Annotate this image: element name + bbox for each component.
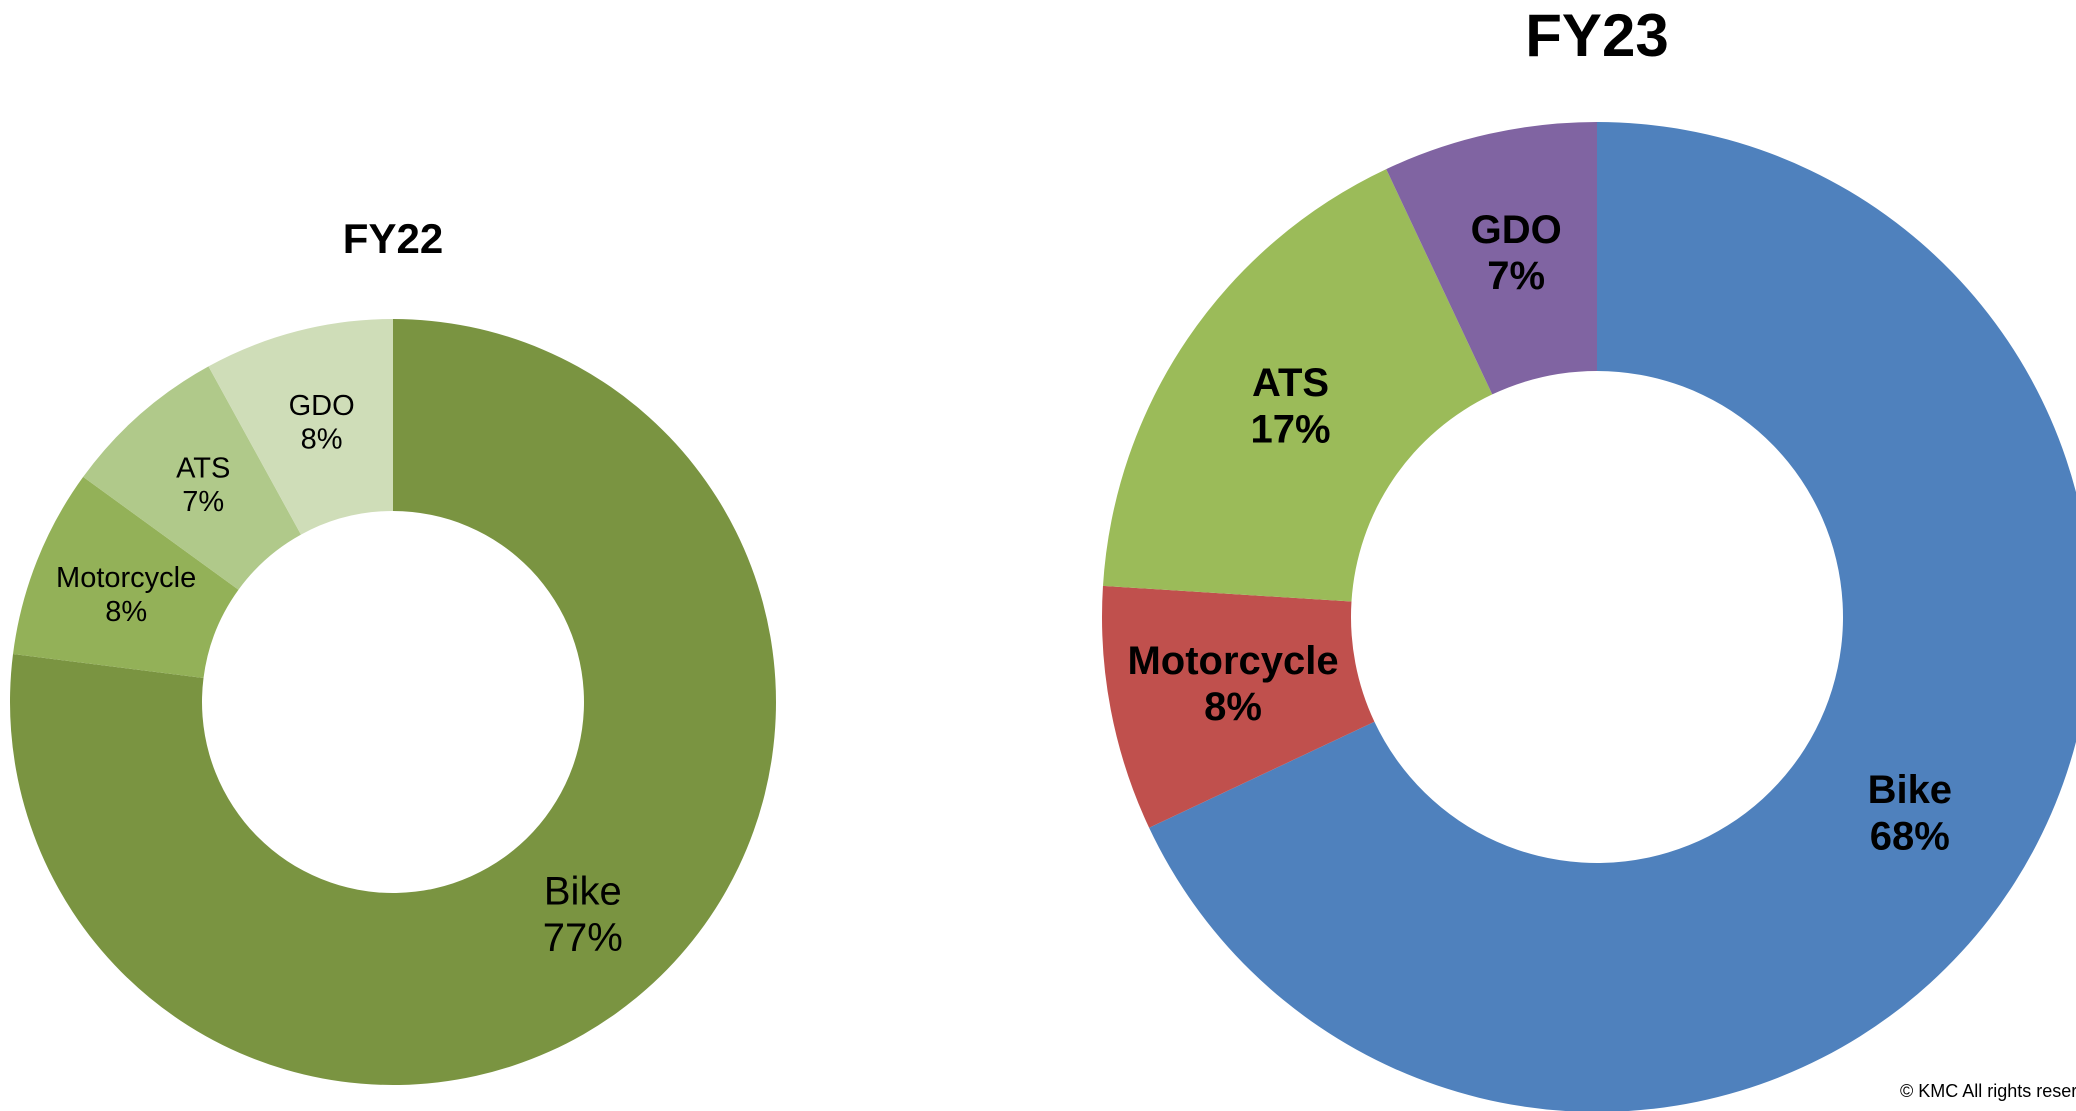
slice-value-label: 17%: [1251, 408, 1331, 452]
slice-value-label: 7%: [182, 486, 224, 518]
slice-label: ATS: [176, 453, 230, 485]
slice: [13, 476, 239, 679]
slice-value-label: 8%: [105, 596, 147, 628]
chart-title: FY22: [343, 215, 443, 262]
slice-label: Bike: [544, 870, 622, 914]
slice-label: Bike: [1868, 768, 1953, 812]
slice: [1386, 122, 1597, 395]
slice: [1102, 169, 1493, 602]
slice: [1102, 585, 1375, 828]
slice: [1149, 122, 2076, 1111]
slice-value-label: 8%: [1204, 685, 1262, 729]
slice: [83, 366, 301, 590]
slice-value-label: 68%: [1870, 814, 1950, 858]
copyright: © KMC All rights reserved: [1900, 1081, 2076, 1101]
slice-value-label: 8%: [301, 423, 343, 455]
chart-title: FY23: [1525, 2, 1668, 69]
slice-label: ATS: [1252, 361, 1329, 405]
slice-label: Motorcycle: [56, 562, 196, 594]
slice-label: GDO: [289, 390, 355, 422]
slice-label: Motorcycle: [1127, 639, 1338, 683]
slice-value-label: 7%: [1487, 254, 1545, 298]
slice-value-label: 77%: [543, 916, 623, 960]
slice-label: GDO: [1471, 208, 1562, 252]
slice: [9, 319, 777, 1085]
slice: [208, 319, 393, 535]
